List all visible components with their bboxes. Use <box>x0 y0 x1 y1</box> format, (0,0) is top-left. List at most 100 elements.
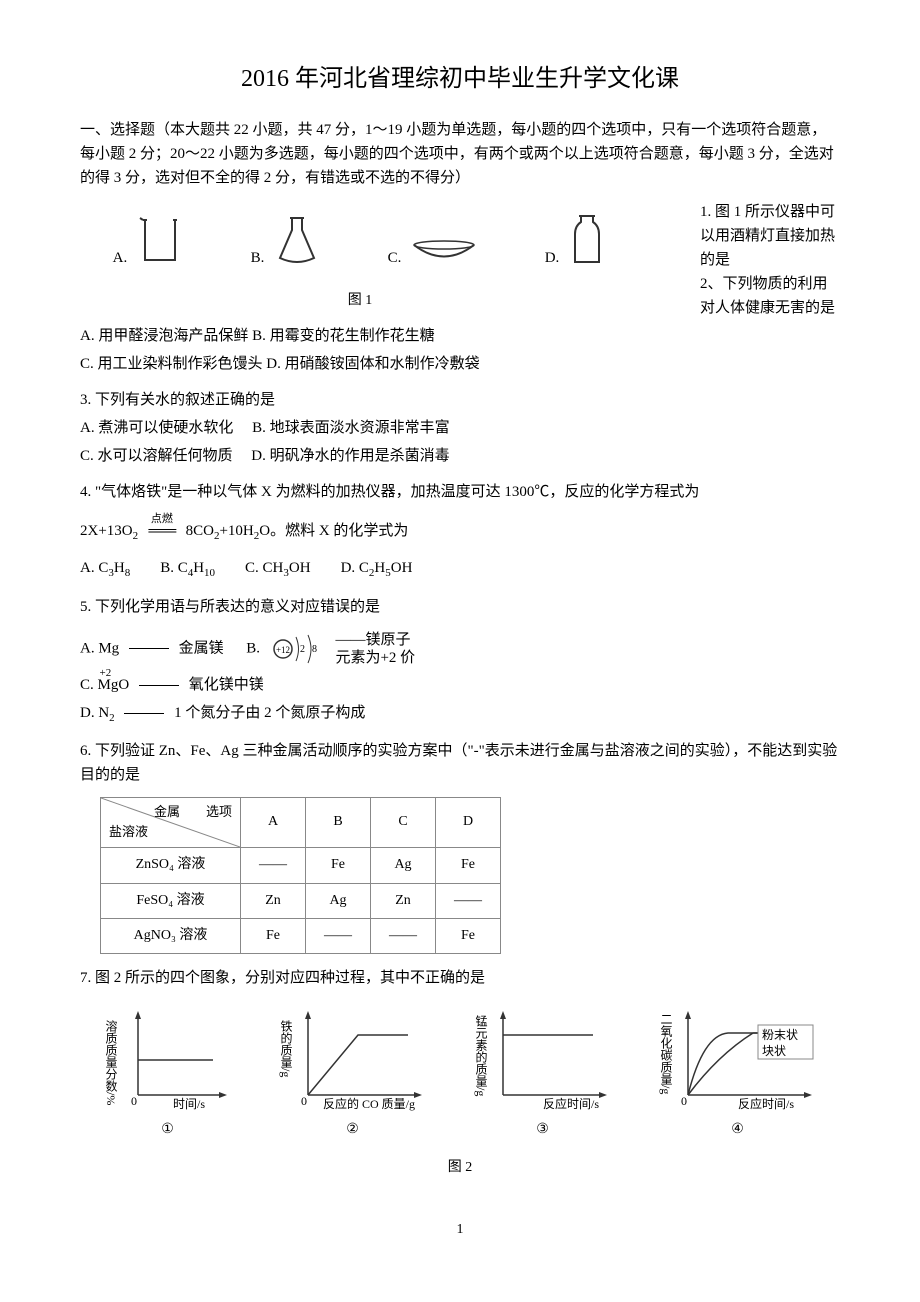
q5-option-b1: B. <box>246 640 260 656</box>
dash-icon <box>129 648 169 649</box>
svg-text:反应时间/s: 反应时间/s <box>543 1096 599 1111</box>
q5-intro: 5. 下列化学用语与所表达的意义对应错误的是 <box>80 595 840 619</box>
q4-a2: H <box>114 560 125 576</box>
q4-option-a: A. C <box>80 560 108 576</box>
table-row: ZnSO₄ 溶液 —— Fe Ag Fe <box>101 848 501 883</box>
svg-text:反应时间/s: 反应时间/s <box>738 1096 794 1111</box>
q1-option-d-label: D. <box>545 246 560 270</box>
table-col-d: D <box>436 798 501 848</box>
q4-b2: H <box>193 560 204 576</box>
table-col-a: A <box>241 798 306 848</box>
table-cell: —— <box>371 918 436 953</box>
page-title: 2016 年河北省理综初中毕业生升学文化课 <box>80 60 840 98</box>
svg-text:2: 2 <box>300 644 305 655</box>
table-cell: Ag <box>371 848 436 883</box>
chart-4: 粉末状 块状 二氧化碳质量/g 0 反应时间/s <box>658 1005 818 1115</box>
table-cell: Fe <box>306 848 371 883</box>
chart-1: 溶质质量分数/% 0 时间/s <box>103 1005 233 1115</box>
q3-option-b: B. 地球表面淡水资源非常丰富 <box>252 420 450 436</box>
table-cell: Fe <box>436 848 501 883</box>
svg-text:二氧化碳质量/g: 二氧化碳质量/g <box>659 1013 673 1094</box>
table-cell: —— <box>306 918 371 953</box>
atom-diagram-icon: +12 2 8 <box>268 629 328 669</box>
chart-4-num: ④ <box>731 1119 744 1141</box>
q4-eq-right2: +10H <box>219 523 253 539</box>
q4-eq-right: 8CO <box>186 523 214 539</box>
dash-icon <box>124 713 164 714</box>
q4-intro: 4. "气体烙铁"是一种以气体 X 为燃料的加热仪器，加热温度可达 1300℃，… <box>80 480 840 504</box>
table-row: AgNO₃ 溶液 Fe —— —— Fe <box>101 918 501 953</box>
q5: 5. 下列化学用语与所表达的意义对应错误的是 A. Mg 金属镁 B. +12 … <box>80 595 840 728</box>
figure-1-caption: 图 1 <box>80 290 640 312</box>
bottle-icon <box>567 210 607 270</box>
section-header: 一、选择题（本大题共 22 小题，共 47 分，1～19 小题为单选题，每小题的… <box>80 118 840 190</box>
q2-option-b: B. 用霉变的花生制作花生糖 <box>252 328 435 344</box>
svg-text:块状: 块状 <box>762 1044 786 1058</box>
q4-d3: OH <box>391 560 413 576</box>
table-cell: Fe <box>436 918 501 953</box>
q1-option-b-label: B. <box>251 246 265 270</box>
q2-option-a: A. 用甲醛浸泡海产品保鲜 <box>80 328 248 344</box>
q4-eq-cond: 点燃 <box>142 514 182 539</box>
table-cell: Zn <box>241 883 306 918</box>
q6-table: 金属 选项 盐溶液 A B C D ZnSO₄ 溶液 —— Fe Ag Fe F… <box>100 797 501 954</box>
q4-c2: OH <box>289 560 311 576</box>
table-row-label: ZnSO₄ 溶液 <box>101 848 241 883</box>
svg-text:0: 0 <box>681 1094 687 1108</box>
q5-option-a1: A. Mg <box>80 640 119 656</box>
chart-3: 锰元素的质量/g 反应时间/s <box>473 1005 613 1115</box>
q1-option-a-label: A. <box>113 246 128 270</box>
beaker-icon <box>135 210 185 270</box>
chart-2-num: ② <box>346 1119 359 1141</box>
table-cell: —— <box>241 848 306 883</box>
figure-2-caption: 图 2 <box>80 1157 840 1179</box>
q3-option-a: A. 煮沸可以使硬水软化 <box>80 420 233 436</box>
table-header-top: 金属 选项 <box>154 802 232 823</box>
q4-eq-left: 2X+13O <box>80 523 133 539</box>
table-row-label: FeSO₄ 溶液 <box>101 883 241 918</box>
q5-option-d2: 1 个氮分子由 2 个氮原子构成 <box>174 705 365 721</box>
table-cell: Fe <box>241 918 306 953</box>
svg-text:时间/s: 时间/s <box>173 1097 205 1111</box>
q5-option-b2b: 元素为+2 价 <box>335 649 415 667</box>
table-row: FeSO₄ 溶液 Zn Ag Zn —— <box>101 883 501 918</box>
chart-3-num: ③ <box>536 1119 549 1141</box>
svg-text:溶质质量分数/%: 溶质质量分数/% <box>104 1019 118 1106</box>
page-number: 1 <box>80 1219 840 1241</box>
q3-option-d: D. 明矾净水的作用是杀菌消毒 <box>251 448 449 464</box>
q4-option-b: B. C <box>160 560 188 576</box>
q1-text: 1. 图 1 所示仪器中可以用酒精灯直接加热的是 <box>700 200 840 272</box>
dash-icon <box>139 685 179 686</box>
q2-option-d: D. 用硝酸铵固体和水制作冷敷袋 <box>266 356 479 372</box>
chart-2: 铁的质量/g 0 反应的 CO 质量/g <box>278 1005 428 1115</box>
table-cell: —— <box>436 883 501 918</box>
svg-text:0: 0 <box>301 1094 307 1108</box>
table-cell: Zn <box>371 883 436 918</box>
q7: 7. 图 2 所示的四个图象，分别对应四种过程，其中不正确的是 溶质质量分数/%… <box>80 966 840 1179</box>
q4-d2: H <box>374 560 385 576</box>
table-col-c: C <box>371 798 436 848</box>
q2-option-c: C. 用工业染料制作彩色馒头 <box>80 356 263 372</box>
q3-intro: 3. 下列有关水的叙述正确的是 <box>80 388 840 412</box>
dish-icon <box>409 240 479 270</box>
q5-option-c2: 氧化镁中镁 <box>189 677 264 693</box>
q2: A. 用甲醛浸泡海产品保鲜 B. 用霉变的花生制作花生糖 C. 用工业染料制作彩… <box>80 324 840 376</box>
svg-text:粉末状: 粉末状 <box>762 1028 798 1042</box>
q5-option-a2: 金属镁 <box>179 640 224 656</box>
svg-text:8: 8 <box>312 644 317 655</box>
q5-option-b2a: ——镁原子 <box>335 631 415 649</box>
q4-option-c: C. CH <box>245 560 283 576</box>
chart-1-num: ① <box>161 1119 174 1141</box>
svg-text:0: 0 <box>131 1094 137 1108</box>
svg-text:+12: +12 <box>276 645 290 655</box>
q1-option-c-label: C. <box>388 246 402 270</box>
q6-intro: 6. 下列验证 Zn、Fe、Ag 三种金属活动顺序的实验方案中（"-"表示未进行… <box>80 739 840 787</box>
q2-intro: 2、下列物质的利用对人体健康无害的是 <box>700 272 840 320</box>
q3-option-c: C. 水可以溶解任何物质 <box>80 448 233 464</box>
svg-text:铁的质量/g: 铁的质量/g <box>279 1020 293 1078</box>
figure-2: 溶质质量分数/% 0 时间/s ① 铁的质量/g 0 反应的 CO 质量/g ② <box>80 1005 840 1141</box>
q4-option-d: D. C <box>341 560 369 576</box>
q7-intro: 7. 图 2 所示的四个图象，分别对应四种过程，其中不正确的是 <box>80 966 840 990</box>
q5-c-charge: +2 <box>100 665 112 683</box>
q5-option-d1: D. N <box>80 705 109 721</box>
